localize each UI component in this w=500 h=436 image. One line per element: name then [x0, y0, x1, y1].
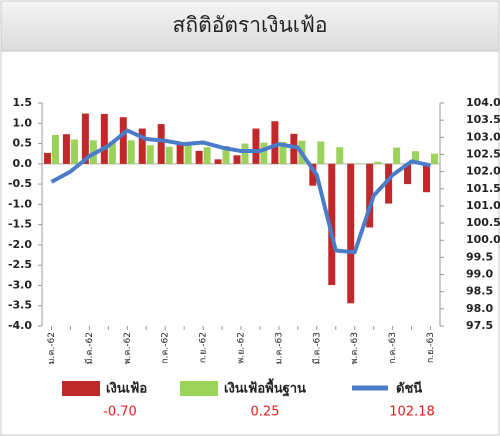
y2-tick-label: 103.5 — [466, 113, 500, 126]
bar — [317, 141, 325, 164]
line — [50, 128, 431, 255]
x-tick-label: พ.ค.-62 — [123, 332, 133, 364]
y2-tick-label: 101.5 — [466, 182, 500, 195]
bar — [176, 142, 184, 164]
x-tick-label: ม.ค.-63 — [274, 332, 284, 364]
y2-tick-label: 102.0 — [466, 165, 500, 178]
y2-tick-label: 99.5 — [466, 250, 493, 263]
bar — [404, 163, 412, 185]
bar — [165, 146, 173, 164]
x-tick-label: มี.ค.-62 — [84, 332, 95, 364]
y-tick-label: -1.5 — [8, 218, 32, 231]
bar — [70, 139, 78, 164]
bar — [423, 163, 431, 193]
bar — [51, 135, 59, 164]
bar — [127, 140, 135, 164]
bar — [43, 152, 51, 164]
bar — [157, 124, 165, 164]
y-tick-label: 0.0 — [13, 157, 33, 170]
x-tick-label: ก.ค.-63 — [388, 332, 398, 364]
x-tick-label: ม.ค.-62 — [47, 332, 57, 364]
bar — [347, 163, 355, 304]
bar — [241, 143, 249, 164]
bar — [260, 142, 268, 164]
bar — [214, 159, 222, 164]
chart-title: สถิติอัตราเงินเฟ้อ — [173, 13, 328, 37]
x-tick-label: ก.ย.-62 — [199, 332, 209, 363]
bar — [431, 153, 439, 164]
bar — [385, 163, 393, 204]
y-tick-label: -2.5 — [8, 258, 32, 271]
value-label: 102.18 — [389, 405, 435, 420]
bar — [222, 145, 230, 164]
value-label: 0.25 — [251, 405, 280, 420]
y-tick-label: -1.0 — [8, 197, 32, 210]
y-tick-label: -3.5 — [8, 299, 32, 312]
bar — [203, 147, 211, 164]
legend-label: เงินเฟ้อ — [106, 381, 147, 397]
bar — [195, 150, 203, 164]
y-tick-label: 1.0 — [13, 116, 33, 129]
bar — [108, 141, 116, 164]
header — [0, 0, 500, 52]
value-label: -0.70 — [103, 405, 137, 420]
bar — [412, 151, 420, 164]
bar — [328, 163, 336, 286]
y-tick-label: 1.5 — [13, 96, 33, 109]
y-tick-label: 0.5 — [13, 137, 33, 150]
legend-label: เงินเฟ้อพื้นฐาน — [224, 378, 306, 398]
y2-tick-label: 97.5 — [466, 319, 493, 332]
bar — [100, 113, 108, 164]
y-tick-label: -4.0 — [8, 319, 32, 332]
y-tick-label: -0.5 — [8, 177, 32, 190]
y-tick-label: -3.0 — [8, 278, 32, 291]
bar — [279, 141, 287, 164]
bar — [336, 147, 344, 164]
y2-tick-label: 98.5 — [466, 285, 493, 298]
bar — [233, 155, 241, 164]
bar — [62, 134, 70, 164]
y2-tick-label: 104.0 — [466, 96, 500, 109]
x-tick-label: ก.ค.-62 — [161, 332, 171, 364]
bar — [393, 147, 401, 164]
bar — [271, 121, 279, 164]
bar — [184, 145, 192, 164]
bar — [366, 163, 374, 228]
y2-tick-label: 101.0 — [466, 199, 500, 212]
x-tick-label: ก.ย.-63 — [426, 332, 436, 363]
y2-tick-label: 102.5 — [466, 147, 500, 160]
bar — [374, 161, 382, 164]
legend-swatch — [180, 381, 218, 396]
x-tick-label: พ.ค.-63 — [350, 332, 360, 364]
legend-label: ดัชนี — [396, 381, 422, 397]
bar — [252, 128, 260, 164]
y2-tick-label: 103.0 — [466, 130, 500, 143]
y2-tick-label: 99.0 — [466, 268, 493, 281]
y2-tick-label: 100.0 — [466, 233, 500, 246]
bar — [138, 128, 146, 164]
x-tick-label: พ.ย.-62 — [237, 332, 247, 364]
y-tick-label: -2.0 — [8, 238, 32, 251]
y2-tick-label: 98.0 — [466, 302, 493, 315]
y2-tick-label: 100.5 — [466, 216, 500, 229]
bar — [81, 113, 89, 164]
bar — [146, 145, 154, 164]
legend-swatch — [62, 381, 100, 396]
x-tick-label: มี.ค.-63 — [311, 332, 322, 364]
bar — [309, 163, 317, 186]
bar — [119, 117, 127, 164]
